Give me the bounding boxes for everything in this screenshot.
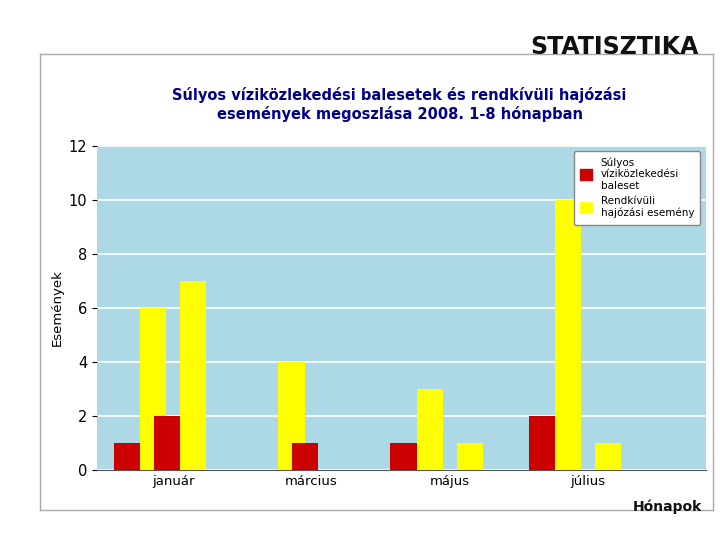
Bar [528,416,555,470]
Bar [595,443,621,470]
Bar [154,416,180,470]
Bar [140,308,166,470]
Bar [555,200,581,470]
Bar [180,281,207,470]
Text: STATISZTIKA: STATISZTIKA [530,35,698,59]
Bar [390,443,417,470]
Bar [292,443,318,470]
Bar [417,389,443,470]
Bar [279,362,305,470]
Legend: Súlyos
víziközlekedési
baleset, Rendkívüli
hajózási esemény: Súlyos víziközlekedési baleset, Rendkívü… [574,151,701,225]
Text: 15: 15 [5,504,25,518]
Bar [114,443,140,470]
Bar [456,443,483,470]
Text: Hónapok: Hónapok [633,500,702,514]
Text: Súlyos víziközlekedési balesetek és rendkívüli hajózási
események megoszlása 200: Súlyos víziközlekedési balesetek és rend… [172,87,627,122]
Y-axis label: Események: Események [50,269,63,346]
